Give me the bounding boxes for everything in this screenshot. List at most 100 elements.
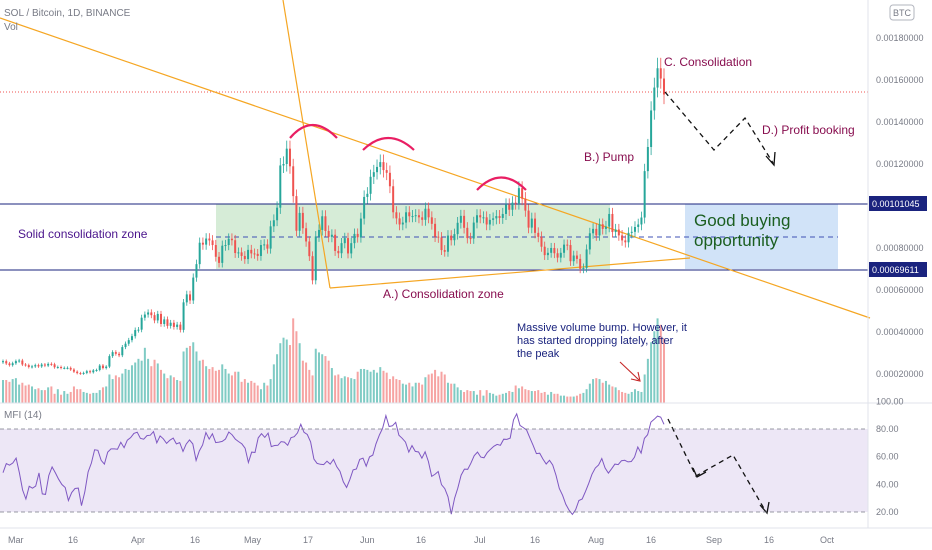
candle-body — [546, 252, 549, 256]
price-tick-label: 0.00120000 — [876, 159, 924, 169]
volume-bars — [2, 318, 665, 403]
candle-body — [630, 231, 633, 233]
volume-bar — [421, 384, 424, 403]
candle-body — [498, 216, 501, 218]
projected-mfi-path — [667, 418, 767, 513]
time-tick-label: Apr — [131, 535, 145, 545]
candle-body — [405, 212, 408, 223]
candle-body — [505, 204, 508, 214]
candle-body — [643, 171, 646, 218]
volume-bar — [543, 391, 546, 403]
candle-body — [182, 302, 185, 330]
time-tick-label: 16 — [646, 535, 656, 545]
candle-body — [330, 234, 333, 237]
volume-bar — [411, 386, 414, 403]
candle-body — [156, 313, 159, 321]
price-tick-label: 0.00040000 — [876, 327, 924, 337]
candle-body — [585, 249, 588, 268]
candle-body — [646, 146, 649, 172]
candle-body — [434, 223, 437, 237]
volume-bar — [621, 391, 624, 403]
top-arch-3 — [476, 176, 527, 191]
candle-body — [575, 255, 578, 259]
candle-body — [292, 166, 295, 197]
candle-body — [450, 235, 453, 241]
candle-body — [50, 363, 53, 365]
volume-bar — [443, 374, 446, 403]
candle-body — [611, 213, 614, 233]
mfi-axis[interactable]: 100.00 80.00 60.00 40.00 20.00 — [876, 396, 904, 517]
candle-body — [259, 245, 262, 256]
volume-bar — [5, 380, 8, 403]
volume-bar — [105, 386, 108, 403]
volume-bar — [334, 375, 337, 403]
candle-body — [295, 196, 298, 231]
volume-bar — [40, 390, 43, 403]
volume-bar — [21, 382, 24, 403]
price-tick-label: 0.00140000 — [876, 117, 924, 127]
candle-body — [482, 217, 485, 219]
candle-body — [201, 242, 204, 245]
volume-bar — [179, 380, 182, 403]
candle-body — [221, 245, 224, 263]
volume-bar — [350, 378, 353, 403]
candle-body — [656, 68, 659, 88]
candle-body — [92, 370, 95, 373]
volume-bar — [127, 369, 130, 403]
volume-bar — [79, 389, 82, 403]
volume-bar — [527, 390, 530, 403]
candle-body — [14, 361, 17, 364]
candlesticks — [2, 57, 665, 375]
candle-body — [363, 196, 366, 219]
candle-body — [559, 252, 562, 258]
candle-body — [424, 208, 427, 220]
volume-bar — [469, 391, 472, 403]
volume-bar — [585, 389, 588, 403]
volume-bar — [43, 390, 46, 403]
candle-body — [359, 218, 362, 238]
volume-bar — [505, 392, 508, 403]
volume-bar — [466, 390, 469, 403]
volume-bar — [353, 379, 356, 403]
time-tick-label: 16 — [416, 535, 426, 545]
candle-body — [56, 367, 59, 369]
candle-body — [208, 238, 211, 241]
volume-bar — [340, 378, 343, 403]
time-axis[interactable]: Mar 16 Apr 16 May 17 Jun 16 Jul 16 Aug 16 Sep 16 Oct — [8, 535, 835, 545]
time-tick-label: Mar — [8, 535, 24, 545]
volume-bar — [89, 393, 92, 403]
volume-bar — [582, 392, 585, 403]
volume-bar — [37, 388, 40, 403]
candle-body — [501, 213, 504, 218]
volume-bar — [359, 368, 362, 403]
volume-bar — [408, 382, 411, 403]
volume-bar — [588, 383, 591, 403]
time-tick-label: May — [244, 535, 262, 545]
volume-bar — [424, 377, 427, 403]
candle-body — [640, 217, 643, 225]
steep-trendline — [282, 0, 331, 289]
volume-bar — [534, 391, 537, 403]
price-tick-label: 0.00020000 — [876, 369, 924, 379]
volume-bar — [169, 375, 172, 403]
time-tick-label: 16 — [764, 535, 774, 545]
volume-bar — [604, 380, 607, 403]
volume-bar — [414, 382, 417, 403]
candle-body — [430, 217, 433, 224]
projected-mfi-arrowhead-2 — [759, 501, 770, 515]
candle-body — [172, 322, 175, 327]
volume-bar — [50, 386, 53, 403]
candle-body — [43, 364, 46, 366]
candle-body — [617, 229, 620, 236]
candle-body — [263, 244, 266, 246]
candle-body — [475, 215, 478, 223]
candle-body — [321, 216, 324, 230]
volume-bar — [572, 396, 575, 403]
currency-badge[interactable]: BTC — [889, 4, 915, 21]
candle-body — [517, 188, 520, 204]
candle-body — [624, 240, 627, 243]
candle-body — [118, 353, 121, 356]
candle-body — [508, 204, 511, 210]
volume-bar — [147, 358, 150, 403]
